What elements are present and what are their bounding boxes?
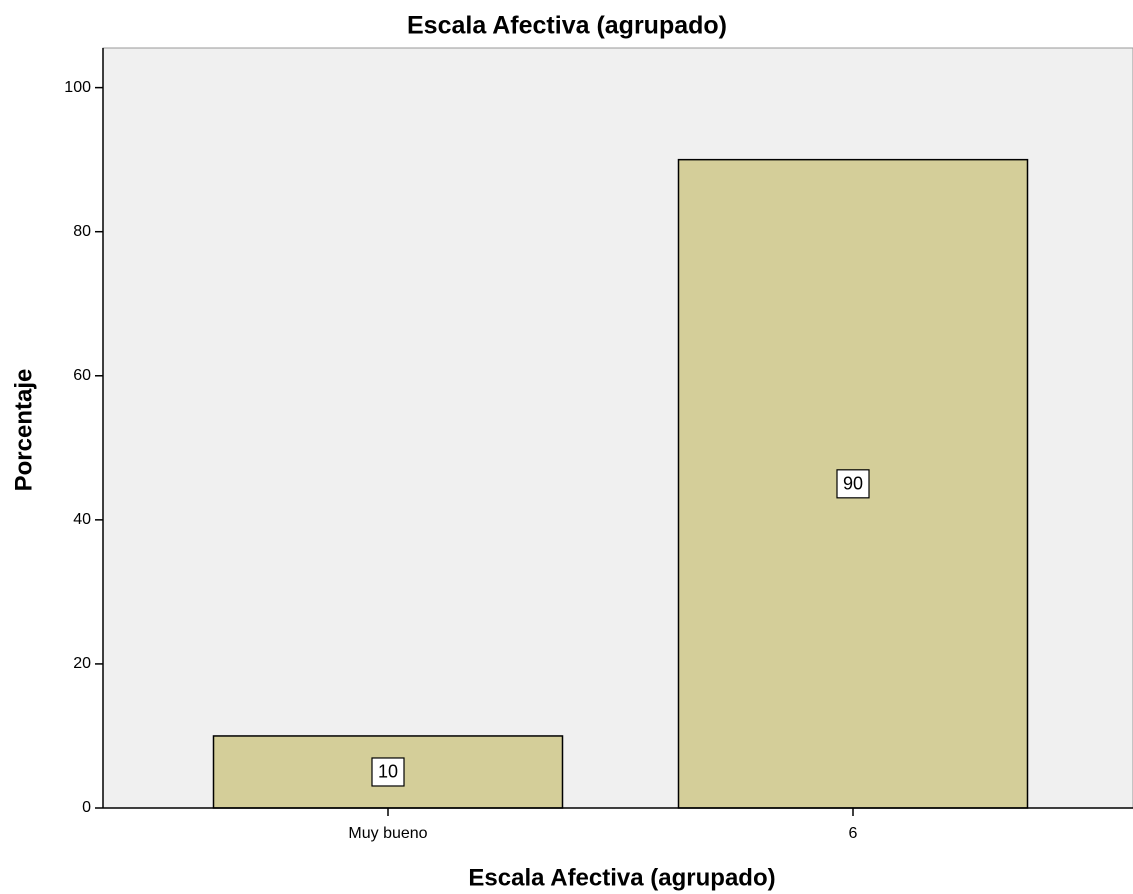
y-tick-label: 100 <box>64 79 91 96</box>
y-tick-label: 40 <box>73 511 91 528</box>
value-label-box <box>371 757 405 787</box>
value-label: 90 <box>843 474 863 494</box>
x-tick-label: Muy bueno <box>348 825 427 842</box>
y-tick-label: 20 <box>73 655 91 672</box>
y-tick-label: 80 <box>73 223 91 240</box>
value-label-box <box>836 469 870 499</box>
x-tick-label: 6 <box>849 825 858 842</box>
y-tick-label: 60 <box>73 367 91 384</box>
y-axis-title: Porcentaje <box>10 369 37 492</box>
x-axis-title: Escala Afectiva (agrupado) <box>468 864 775 891</box>
value-label: 10 <box>378 762 398 782</box>
chart-title: Escala Afectiva (agrupado) <box>407 12 727 40</box>
y-tick-label: 0 <box>82 799 91 816</box>
